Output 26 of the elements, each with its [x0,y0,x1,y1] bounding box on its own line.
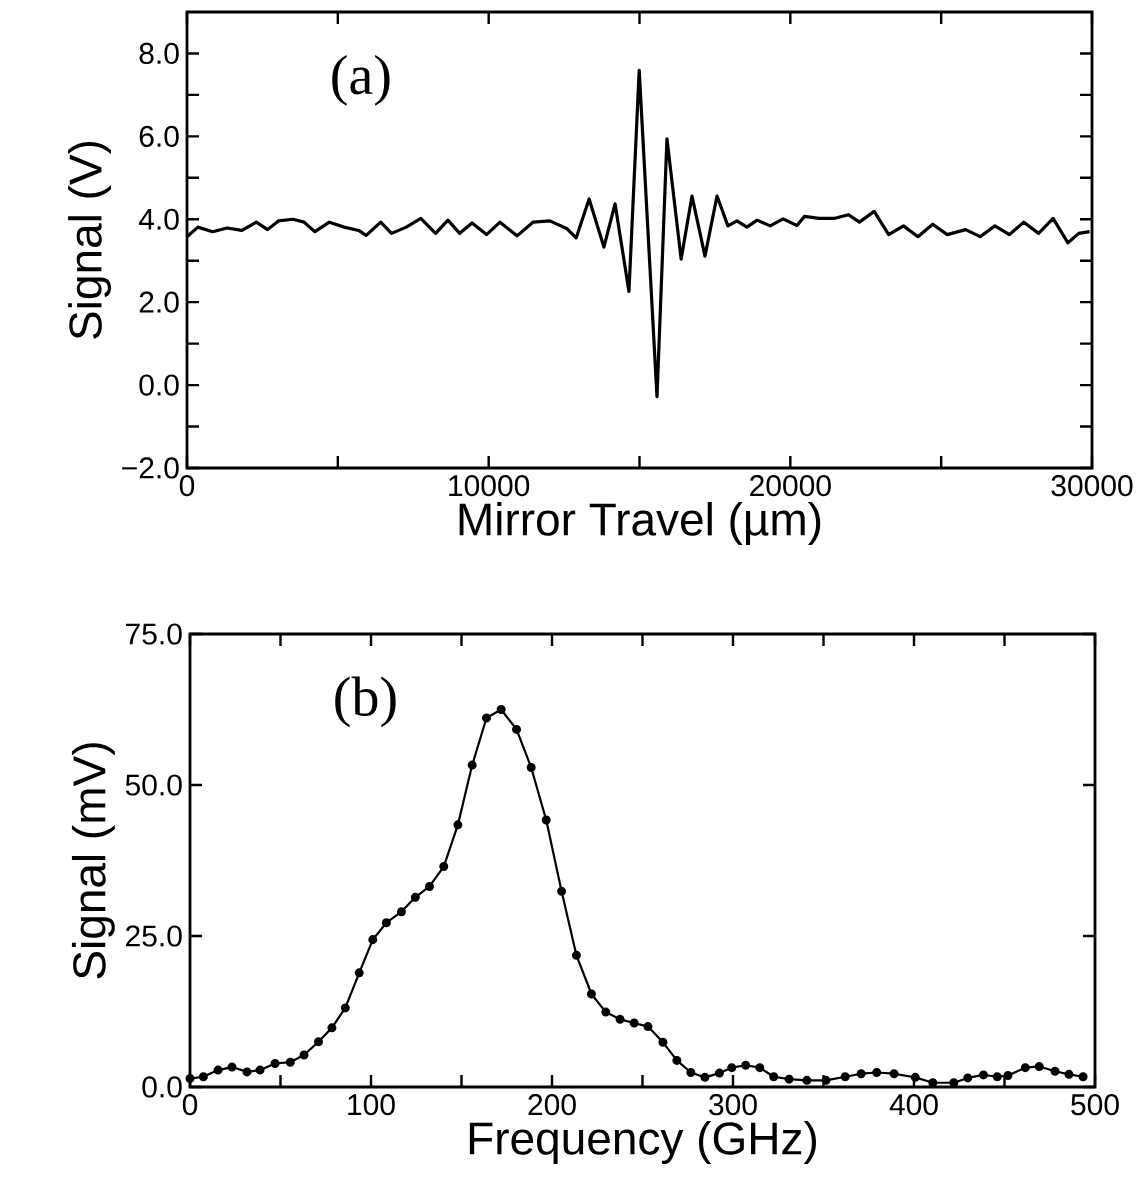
text: (b) [335,676,396,728]
x-axis-title: Mirror Travel (µm) [459,502,821,545]
y-tick-label: 4.0 [138,208,179,230]
y-tick-label: 0.0 [139,374,179,396]
y-tick-label: 25.0 [126,925,182,947]
y-tick-label: 2.0 [139,291,179,313]
y-tick-label: 50.0 [125,774,182,796]
y-tick-label: 8.0 [139,42,179,65]
y-tick-label: −2.0 [122,457,179,479]
x-tick-label: 400 [889,1094,938,1116]
text: (a) [332,54,390,106]
x-tick-label: 100 [348,1094,395,1116]
x-tick-label: 500 [1071,1094,1119,1116]
y-tick-label: 0.0 [142,1076,182,1098]
y-tick-label: 75.0 [126,623,182,645]
x-tick-label: 0 [182,1094,198,1116]
y-axis-title: Signal (mV) [71,743,115,979]
x-tick-label: 200 [528,1094,576,1116]
x-tick-label: 10000 [449,475,530,497]
x-axis-title: Frequency (GHz) [469,1121,816,1164]
x-tick-label: 20000 [750,475,831,497]
x-tick-label: 0 [179,475,195,497]
x-tick-label: 300 [709,1094,757,1116]
x-tick-label: 30000 [1051,475,1133,497]
y-tick-label: 6.0 [139,125,179,147]
y-axis-title: Signal (V) [68,141,111,339]
